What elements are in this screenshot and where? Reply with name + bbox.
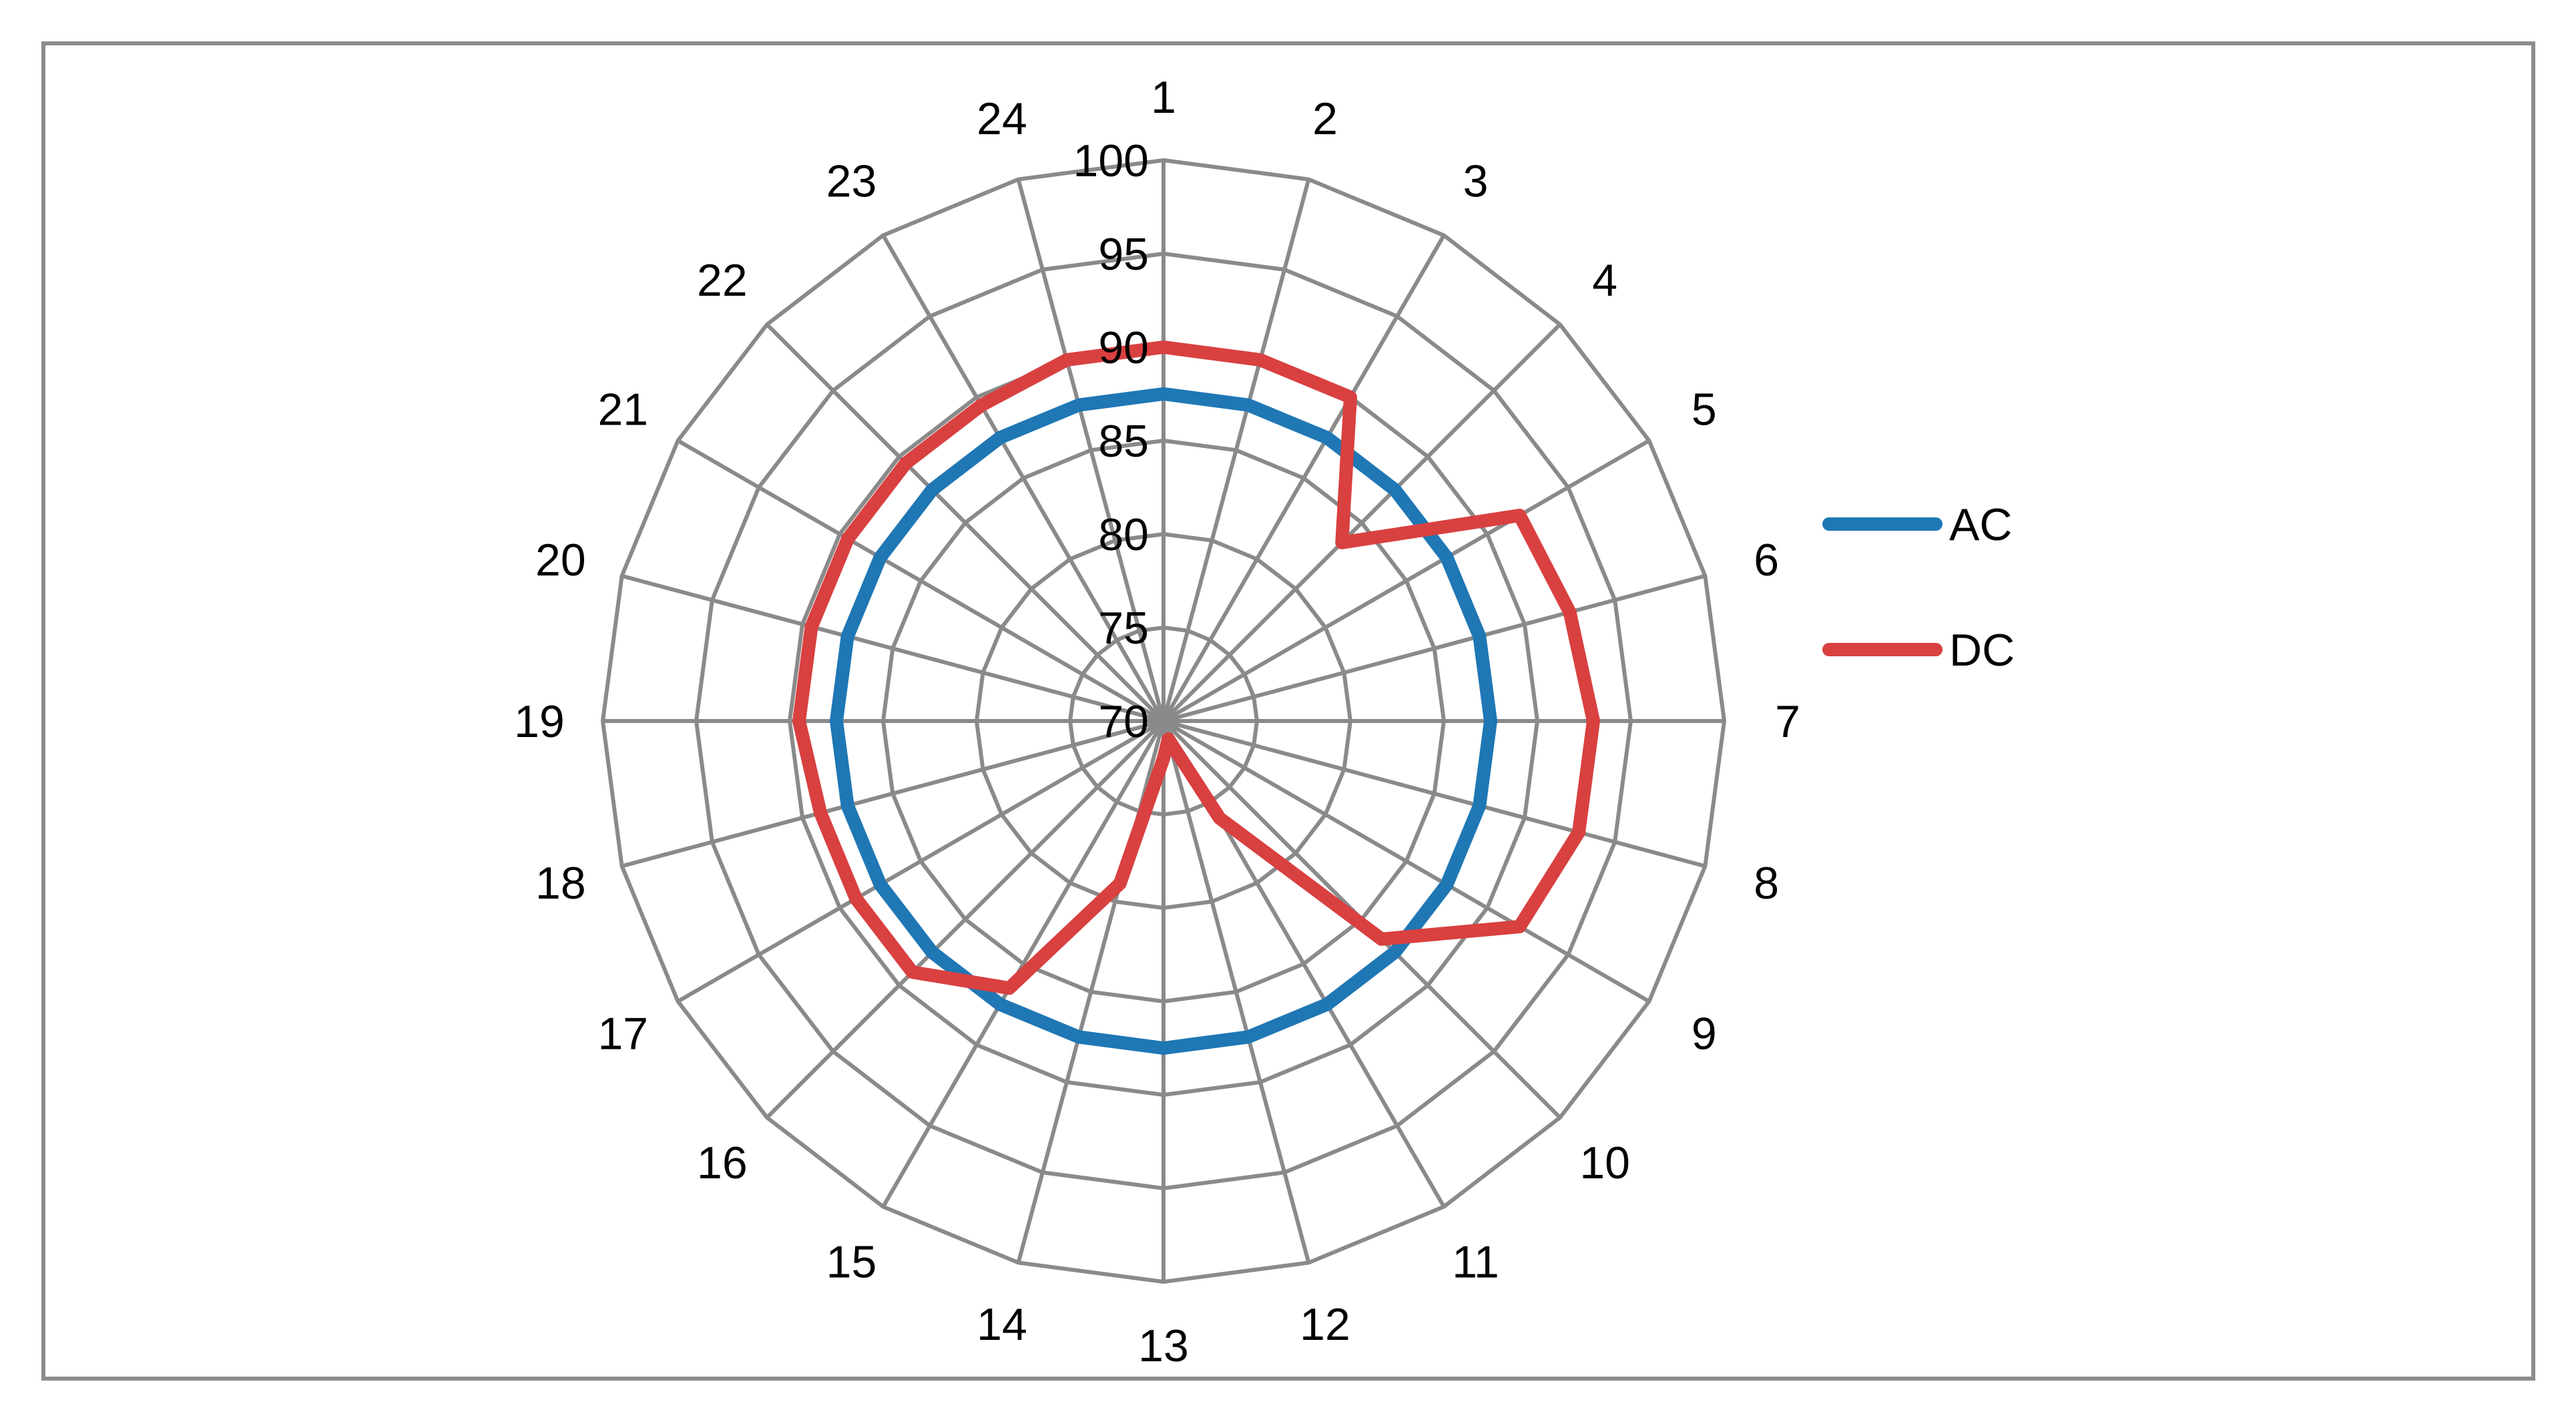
- radial-tick-labels: 70 75 80 85 90 95 100: [1073, 136, 1149, 747]
- category-label: 3: [1463, 156, 1489, 206]
- category-label: 9: [1692, 1009, 1717, 1059]
- spoke-18: [621, 719, 1164, 869]
- tick-label: 90: [1098, 322, 1149, 373]
- category-label: 18: [535, 858, 586, 909]
- category-label: 15: [826, 1237, 877, 1288]
- spoke-21: [677, 439, 1165, 723]
- spoke-12: [1162, 720, 1311, 1264]
- category-label: 1: [1151, 72, 1176, 123]
- spoke-8: [1163, 719, 1706, 869]
- category-label: 21: [597, 385, 648, 435]
- chart-frame: [41, 41, 2535, 1381]
- category-label: 20: [535, 535, 586, 585]
- spoke-17: [677, 719, 1165, 1003]
- legend-label-dc: DC: [1949, 625, 2015, 676]
- tick-label: 80: [1098, 509, 1149, 560]
- category-label: 7: [1775, 696, 1800, 747]
- spoke-24: [1016, 178, 1166, 722]
- category-label: 17: [597, 1009, 648, 1059]
- category-label: 24: [977, 93, 1027, 144]
- spoke-9: [1162, 719, 1650, 1003]
- series-line-ac: [830, 387, 1497, 1055]
- category-label: 13: [1138, 1321, 1189, 1371]
- category-label: 5: [1692, 385, 1717, 435]
- category-label: 2: [1312, 93, 1338, 144]
- tick-label: 75: [1098, 603, 1149, 654]
- category-label: 6: [1754, 535, 1779, 585]
- spoke-20: [621, 573, 1164, 723]
- series-layer: [792, 340, 1600, 1055]
- tick-label: 95: [1098, 229, 1149, 280]
- category-label: 8: [1754, 858, 1779, 909]
- spoke-4: [1162, 322, 1562, 723]
- spoke-2: [1162, 178, 1311, 722]
- legend: AC DC: [1822, 499, 2015, 676]
- series-line-dc: [792, 340, 1600, 995]
- tick-label: 85: [1098, 416, 1149, 467]
- category-label: 10: [1579, 1138, 1630, 1188]
- category-label: 23: [826, 156, 877, 206]
- spoke-22: [765, 322, 1166, 723]
- category-label: 19: [514, 696, 565, 747]
- tick-label: 70: [1098, 696, 1149, 747]
- spoke-3: [1162, 234, 1446, 722]
- spoke-6: [1163, 573, 1706, 723]
- category-label: 11: [1452, 1237, 1499, 1288]
- spoke-5: [1162, 439, 1650, 723]
- radar-grid: [600, 158, 1727, 1284]
- tick-label: 100: [1073, 136, 1149, 186]
- spoke-16: [765, 719, 1166, 1120]
- legend-label-ac: AC: [1949, 499, 2012, 550]
- category-label: 16: [697, 1138, 748, 1188]
- category-label: 4: [1592, 255, 1617, 306]
- spoke-15: [881, 720, 1166, 1208]
- spoke-23: [881, 234, 1166, 722]
- category-label: 12: [1300, 1299, 1350, 1350]
- category-label: 22: [697, 255, 748, 306]
- category-label: 14: [977, 1299, 1027, 1350]
